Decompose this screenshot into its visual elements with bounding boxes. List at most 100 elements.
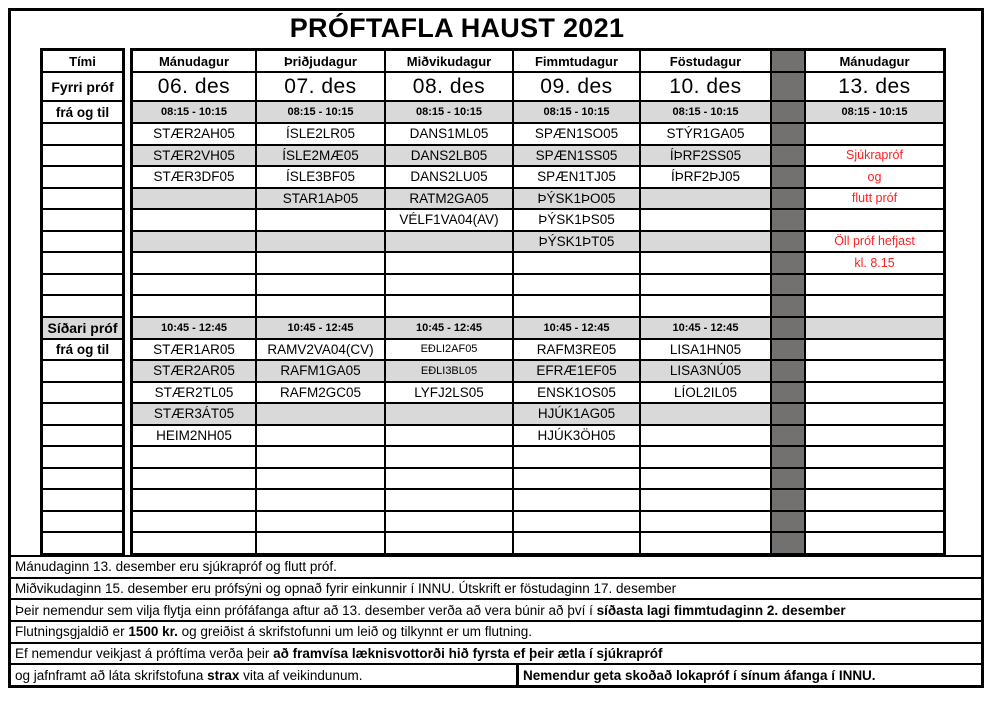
course-cell	[133, 188, 255, 208]
course-cell: STÆR3DF05	[133, 167, 255, 187]
note-cell: Þeir nemendur sem vilja flytja einn próf…	[15, 602, 846, 618]
course-cell	[806, 511, 943, 531]
course-cell: EÐLI3BL05	[386, 361, 512, 381]
label-cell	[43, 468, 122, 488]
spacer-cell	[772, 167, 804, 187]
course-cell: DANS2LU05	[386, 167, 512, 187]
time-cell: 10:45 - 12:45	[641, 317, 770, 338]
course-cell	[806, 339, 943, 359]
course-cell	[806, 425, 943, 445]
course-cell: ÍSLE3BF05	[257, 167, 384, 187]
red-note-cell	[806, 124, 943, 144]
spacer-cell	[772, 533, 804, 553]
course-cell: STÝR1GA05	[641, 124, 770, 144]
course-cell	[257, 274, 384, 294]
label-cell	[43, 533, 122, 553]
red-note-cell: og	[806, 167, 943, 187]
course-cell	[257, 404, 384, 424]
spacer-cell	[772, 339, 804, 359]
date-cell: 09. des	[514, 73, 639, 100]
course-cell	[641, 533, 770, 553]
red-note-cell	[806, 296, 943, 316]
label-cell: Fyrri próf	[43, 73, 122, 100]
course-cell	[806, 490, 943, 510]
label-cell	[43, 274, 122, 294]
course-cell	[514, 447, 639, 467]
spacer-cell	[772, 511, 804, 531]
course-cell	[386, 274, 512, 294]
note-row: Ef nemendur veikjast á próftíma verða þe…	[11, 641, 981, 664]
course-cell	[257, 425, 384, 445]
course-cell	[133, 447, 255, 467]
course-cell: ENSK1OS05	[514, 382, 639, 402]
course-cell: RATM2GA05	[386, 188, 512, 208]
label-cell: Tími	[43, 51, 122, 71]
spacer-cell	[772, 210, 804, 230]
course-cell: STÆR2VH05	[133, 145, 255, 165]
course-cell	[386, 404, 512, 424]
course-cell: STÆR1AR05	[133, 339, 255, 359]
course-cell: ÍÞRF2SS05	[641, 145, 770, 165]
spacer-cell	[772, 425, 804, 445]
course-cell	[257, 468, 384, 488]
red-note-cell: Öll próf hefjast	[806, 231, 943, 251]
footer-notes: Mánudaginn 13. desember eru sjúkrapróf o…	[11, 555, 981, 686]
course-cell	[386, 511, 512, 531]
day-header-cell: Miðvikudagur	[386, 51, 512, 71]
course-cell: RAFM2GC05	[257, 382, 384, 402]
course-cell	[257, 533, 384, 553]
course-cell	[257, 296, 384, 316]
time-cell: 10:45 - 12:45	[514, 317, 639, 338]
course-cell: EÐLI2AF05	[386, 339, 512, 359]
course-cell: ÞÝSK1ÞS05	[514, 210, 639, 230]
day-header-cell: Þriðjudagur	[257, 51, 384, 71]
course-cell	[133, 511, 255, 531]
course-cell	[514, 490, 639, 510]
label-cell: Síðari próf	[43, 317, 122, 338]
note-row: Miðvikudaginn 15. desember eru prófsýni …	[11, 576, 981, 599]
course-cell	[641, 425, 770, 445]
spacer-cell	[772, 274, 804, 294]
course-cell	[257, 447, 384, 467]
course-cell	[514, 274, 639, 294]
date-cell: 13. des	[806, 73, 943, 100]
course-cell: HEIM2NH05	[133, 425, 255, 445]
page-border: PRÓFTAFLA HAUST 2021 Tími Fyrri próf frá o…	[8, 8, 984, 688]
spacer-cell	[772, 188, 804, 208]
course-cell	[133, 296, 255, 316]
label-cell	[43, 124, 122, 144]
spacer-cell	[772, 447, 804, 467]
spacer-cell	[772, 490, 804, 510]
note-cell: Ef nemendur veikjast á próftíma verða þe…	[15, 646, 663, 662]
spacer-cell	[772, 468, 804, 488]
label-cell	[43, 167, 122, 187]
course-cell	[257, 490, 384, 510]
course-cell	[641, 511, 770, 531]
time-label-column: Tími Fyrri próf frá og til Síðari próf frá o…	[40, 48, 125, 556]
course-cell	[641, 188, 770, 208]
spacer-cell	[772, 253, 804, 273]
time-cell: 08:15 - 10:15	[257, 102, 384, 122]
date-cell: 08. des	[386, 73, 512, 100]
label-cell	[43, 361, 122, 381]
course-cell: RAFM1GA05	[257, 361, 384, 381]
course-cell	[257, 253, 384, 273]
course-cell	[641, 490, 770, 510]
course-cell: EFRÆ1EF05	[514, 361, 639, 381]
course-cell: LISA3NÚ05	[641, 361, 770, 381]
course-cell	[257, 231, 384, 251]
label-cell	[43, 382, 122, 402]
time-cell: 08:15 - 10:15	[133, 102, 255, 122]
spacer-cell	[772, 317, 804, 338]
spacer-cell	[772, 361, 804, 381]
day-header-cell: Mánudagur	[133, 51, 255, 71]
course-cell	[806, 468, 943, 488]
course-cell: STÆR2AR05	[133, 361, 255, 381]
course-cell: LÍOL2IL05	[641, 382, 770, 402]
red-note-cell: Sjúkrapróf	[806, 145, 943, 165]
course-cell	[133, 274, 255, 294]
red-note-cell	[806, 274, 943, 294]
spacer-cell	[772, 73, 804, 100]
course-cell	[133, 533, 255, 553]
time-cell: 10:45 - 12:45	[386, 317, 512, 338]
